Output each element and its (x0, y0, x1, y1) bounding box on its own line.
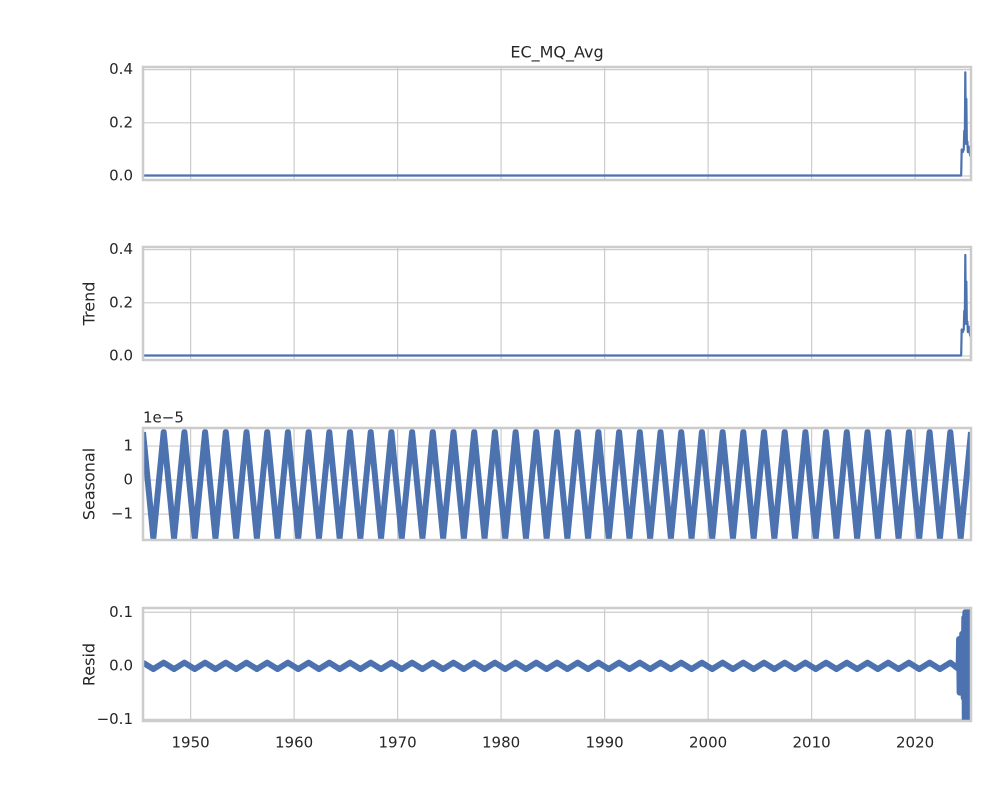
subplot: −1 0 1 Seasonal 1e−5 (80, 409, 973, 542)
axes-frame (141, 426, 973, 542)
data-line (143, 429, 971, 540)
x-tick-label: 1970 (379, 734, 417, 752)
x-tick-label: 2020 (896, 734, 934, 752)
subplot: 0.0 0.2 0.4 Trend (80, 240, 973, 365)
y-axis-label: Seasonal (80, 448, 99, 520)
subplot: 0.0 0.2 0.4 EC_MQ_Avg (109, 43, 973, 185)
subplot-title: EC_MQ_Avg (510, 43, 603, 63)
data-line (143, 71, 971, 177)
y-tick-label: 0.2 (109, 293, 133, 311)
x-tick-label: 2000 (689, 734, 727, 752)
data-line (143, 253, 971, 357)
x-tick-label: 2010 (793, 734, 831, 752)
y-tick-label: 0 (123, 471, 133, 489)
y-axis-label: Trend (80, 282, 99, 327)
y-tick-label: 1 (123, 437, 133, 455)
x-tick-label: 1990 (586, 734, 624, 752)
y-tick-label: 0.4 (109, 60, 133, 78)
y-tick-label: 0.2 (109, 113, 133, 131)
axes-frame (141, 606, 973, 723)
y-tick-label: 0.4 (109, 240, 133, 258)
data-line (143, 609, 971, 721)
y-axis-label: Resid (80, 643, 99, 686)
y-tick-label: −1 (111, 505, 133, 523)
axes-frame (141, 245, 973, 362)
subplot: −0.1 0.0 0.1 1950 1960 1970 1980 1990 2000 2010 20… (80, 603, 973, 752)
x-tick-label: 1950 (172, 734, 210, 752)
x-tick-label: 1960 (275, 734, 313, 752)
y-tick-label: 0.0 (109, 656, 133, 674)
y-tick-label: −0.1 (97, 710, 133, 728)
offset-label: 1e−5 (143, 409, 184, 427)
y-tick-label: 0.0 (109, 167, 133, 185)
y-tick-label: 0.1 (109, 603, 133, 621)
y-tick-label: 0.0 (109, 347, 133, 365)
axes-frame (141, 65, 973, 182)
x-tick-label: 1980 (482, 734, 520, 752)
